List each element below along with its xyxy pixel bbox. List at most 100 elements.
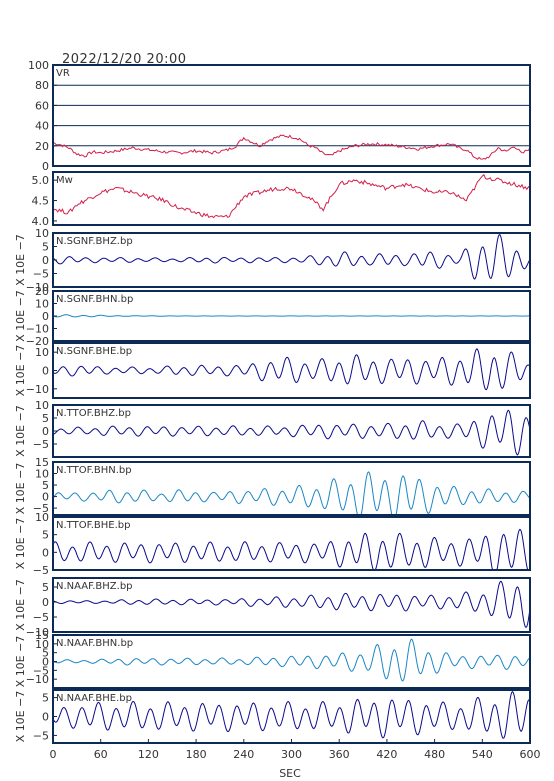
y-tick-label: −5	[33, 664, 49, 677]
y-tick-label: −5	[33, 564, 49, 577]
panel-label: VR	[56, 68, 70, 79]
panel-label: N.SGNF.BHZ.bp	[56, 236, 133, 247]
panel-n-naaf-bhe-bp: −5 0 5 N.NAAF.BHE.bp X 10E −7	[14, 689, 531, 744]
x-tick-label: 480	[424, 748, 445, 761]
y-tick-label: 10	[35, 468, 49, 481]
y-tick-label: 5	[42, 529, 49, 542]
y-tick-label: −10	[26, 673, 49, 686]
series-line	[52, 348, 531, 391]
y-tick-label: −20	[26, 335, 49, 348]
x-tick-label: 300	[281, 748, 302, 761]
x-tick-label: 120	[138, 748, 159, 761]
y-tick-label: 0	[42, 491, 49, 504]
x-tick-label: 360	[329, 748, 350, 761]
x-axis: 0 60 120 180 240 300 360 420 480 540 600	[50, 739, 541, 761]
y-tick-label: 0	[42, 546, 49, 559]
series-line	[52, 314, 530, 318]
series-line	[52, 471, 531, 516]
y-tick-label: 5	[42, 692, 49, 705]
panel-label: N.SGNF.BHN.bp	[56, 294, 133, 305]
series-line	[52, 134, 531, 160]
x-tick-label: 420	[376, 748, 397, 761]
panel-frame	[52, 461, 531, 516]
panel-frame	[52, 577, 531, 633]
series-line	[52, 580, 531, 629]
y-tick-label: 15	[35, 456, 49, 469]
panel-label: N.NAAF.BHE.bp	[56, 693, 132, 704]
x-tick-label: 0	[50, 748, 57, 761]
y-unit-label: X 10E −7	[14, 518, 27, 570]
x-tick-label: 180	[186, 748, 207, 761]
y-tick-label: 60	[35, 99, 49, 112]
y-tick-label: 10	[35, 227, 49, 240]
y-tick-label: −5	[33, 729, 49, 742]
y-unit-label: X 10E −7	[14, 405, 27, 457]
y-tick-label: 0	[42, 711, 49, 724]
y-tick-label: 5	[42, 241, 49, 254]
y-tick-label: 4.5	[32, 195, 50, 208]
y-tick-label: −10	[26, 323, 49, 336]
panel-label: N.TTOF.BHN.bp	[56, 465, 132, 476]
y-unit-label: X 10E −7	[14, 691, 27, 743]
series-line	[52, 173, 531, 219]
panel-n-naaf-bhz-bp: −10 −5 0 5 N.NAAF.BHZ.bp X 10E −7	[14, 577, 531, 639]
y-tick-label: 10	[35, 399, 49, 412]
x-axis-label: SEC	[279, 767, 301, 780]
panel-frame	[52, 516, 531, 571]
y-unit-label: X 10E −7	[14, 463, 27, 515]
panel-label: N.TTOF.BHZ.bp	[56, 408, 131, 419]
y-tick-label: 80	[35, 79, 49, 92]
x-tick-label: 540	[472, 748, 493, 761]
y-tick-label: 0	[42, 160, 49, 173]
series-line	[52, 409, 531, 456]
y-unit-label: X 10E −7	[14, 234, 27, 286]
y-tick-label: 0	[42, 365, 49, 378]
panel-label: N.NAAF.BHZ.bp	[56, 581, 133, 592]
panel-label: N.SGNF.BHE.bp	[56, 346, 132, 357]
panel-n-ttof-bhe-bp: −5 0 5 10 N.TTOF.BHE.bp X 10E −7	[14, 511, 531, 577]
series-line	[52, 638, 531, 682]
timestamp-title: 2022/12/20 20:00	[62, 52, 187, 67]
y-unit-label: X 10E −7	[14, 290, 27, 342]
y-tick-label: −10	[26, 626, 49, 639]
y-tick-label: 0	[42, 425, 49, 438]
panel-label: Mw	[56, 175, 73, 186]
y-tick-label: 0	[42, 596, 49, 609]
panel-mw: 4.0 4.5 5.0 Mw	[32, 171, 531, 228]
panel-label: N.TTOF.BHE.bp	[56, 520, 130, 531]
y-tick-label: 100	[28, 59, 49, 72]
y-tick-label: 0	[42, 254, 49, 267]
y-tick-label: 10	[35, 638, 49, 651]
series-line	[52, 233, 531, 280]
panel-n-sgnf-bhe-bp: −10 0 10 N.SGNF.BHE.bp X 10E −7	[14, 342, 531, 399]
y-tick-label: 20	[35, 140, 49, 153]
x-tick-label: 600	[520, 748, 541, 761]
y-unit-label: X 10E −7	[14, 345, 27, 397]
y-tick-label: −10	[26, 383, 49, 396]
y-tick-label: 5	[42, 581, 49, 594]
y-unit-label: X 10E −7	[14, 636, 27, 688]
y-tick-label: 40	[35, 120, 49, 133]
y-tick-label: 0	[42, 310, 49, 323]
y-tick-label: 5.0	[32, 174, 50, 187]
y-tick-label: −5	[33, 268, 49, 281]
panel-label: N.NAAF.BHN.bp	[56, 638, 133, 649]
x-tick-label: 60	[94, 748, 108, 761]
y-tick-label: 5	[42, 479, 49, 492]
series-line	[52, 690, 531, 739]
y-tick-label: 15	[35, 629, 49, 642]
y-tick-label: 4.0	[32, 215, 50, 228]
panel-frame	[52, 171, 531, 226]
y-tick-label: 0	[42, 656, 49, 669]
y-tick-label: −5	[33, 502, 49, 515]
y-tick-label: 10	[35, 346, 49, 359]
y-tick-label: 10	[35, 511, 49, 524]
y-unit-label: X 10E −7	[14, 579, 27, 631]
series-line	[52, 528, 530, 571]
